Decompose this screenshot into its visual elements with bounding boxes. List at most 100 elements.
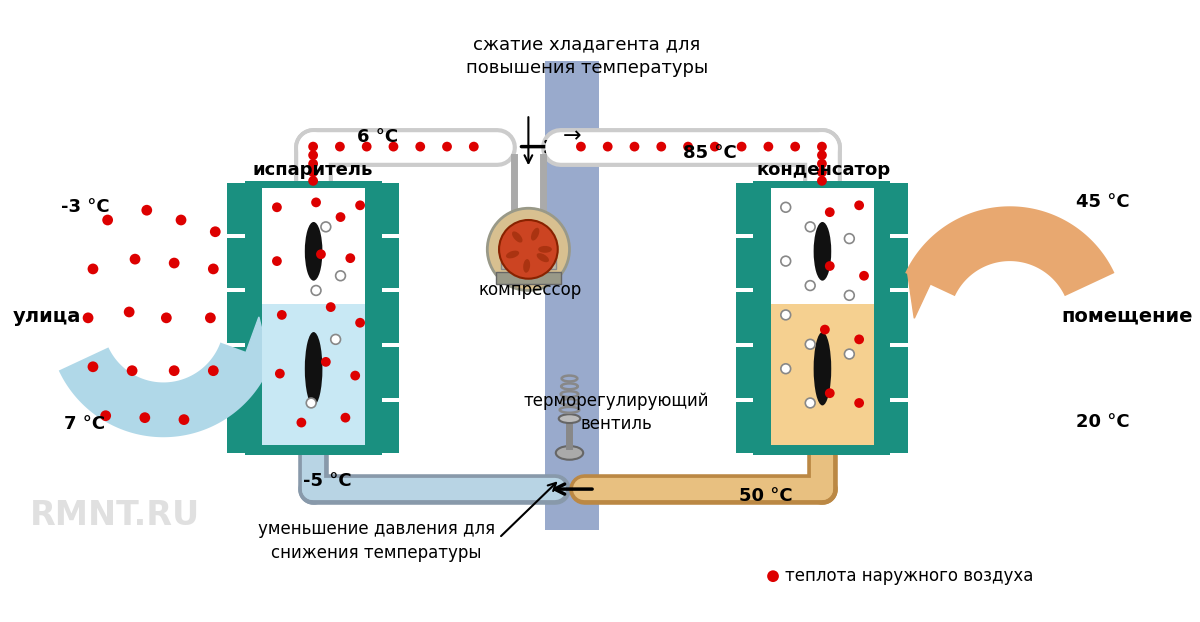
Circle shape <box>824 261 835 271</box>
Circle shape <box>820 325 829 335</box>
Circle shape <box>139 412 150 423</box>
Circle shape <box>805 222 815 232</box>
Bar <box>736 238 754 289</box>
Circle shape <box>415 142 425 152</box>
Ellipse shape <box>305 222 323 281</box>
Circle shape <box>854 200 864 210</box>
Circle shape <box>683 142 692 152</box>
Circle shape <box>341 413 350 422</box>
Circle shape <box>817 151 827 160</box>
Bar <box>890 238 908 289</box>
Circle shape <box>88 361 98 372</box>
Text: -5 °C: -5 °C <box>304 472 352 490</box>
Circle shape <box>355 200 365 210</box>
Circle shape <box>791 142 800 152</box>
Text: улица: улица <box>13 307 82 326</box>
Circle shape <box>336 271 346 281</box>
Circle shape <box>845 290 854 300</box>
Ellipse shape <box>305 332 323 406</box>
Ellipse shape <box>536 253 548 262</box>
Bar <box>245 181 382 455</box>
Bar <box>382 238 400 289</box>
Bar <box>263 188 365 445</box>
Circle shape <box>824 388 835 398</box>
Circle shape <box>656 142 666 152</box>
Circle shape <box>817 142 827 152</box>
Circle shape <box>630 142 640 152</box>
Bar <box>736 402 754 453</box>
Bar <box>263 304 365 445</box>
Text: испаритель: испаритель <box>253 161 373 179</box>
Circle shape <box>781 310 791 320</box>
Text: 85 °C: 85 °C <box>683 144 737 162</box>
Bar <box>890 402 908 453</box>
Circle shape <box>127 365 138 376</box>
Circle shape <box>102 215 113 225</box>
Circle shape <box>355 318 365 328</box>
Circle shape <box>272 202 282 212</box>
Text: помещение: помещение <box>1062 307 1193 326</box>
Polygon shape <box>59 343 272 437</box>
Text: теплота наружного воздуха: теплота наружного воздуха <box>785 567 1033 585</box>
Circle shape <box>169 258 180 269</box>
Circle shape <box>320 357 331 367</box>
Text: 6 °C: 6 °C <box>358 128 398 146</box>
Circle shape <box>161 312 172 323</box>
Text: RMNT.RU: RMNT.RU <box>30 499 200 532</box>
Bar <box>500 255 556 269</box>
Circle shape <box>469 142 479 152</box>
Circle shape <box>277 310 287 320</box>
Circle shape <box>346 253 355 263</box>
Circle shape <box>308 159 318 169</box>
Polygon shape <box>908 251 946 318</box>
Circle shape <box>179 414 190 425</box>
Circle shape <box>306 398 316 408</box>
Bar <box>736 347 754 398</box>
Circle shape <box>326 302 336 312</box>
Polygon shape <box>234 317 269 387</box>
Circle shape <box>311 198 320 207</box>
Circle shape <box>602 142 612 152</box>
Circle shape <box>767 570 779 582</box>
Bar <box>382 183 400 234</box>
Circle shape <box>124 307 134 317</box>
Text: 20 °C: 20 °C <box>1076 414 1130 432</box>
Text: -3 °C: -3 °C <box>61 198 109 216</box>
Circle shape <box>101 411 112 421</box>
Circle shape <box>208 365 218 376</box>
Ellipse shape <box>538 246 552 253</box>
Text: терморегулирующий
вентиль: терморегулирующий вентиль <box>523 392 709 434</box>
Ellipse shape <box>556 446 583 460</box>
Circle shape <box>210 226 221 237</box>
Circle shape <box>142 205 152 216</box>
Ellipse shape <box>523 259 530 272</box>
Circle shape <box>88 264 98 274</box>
Circle shape <box>737 142 746 152</box>
Circle shape <box>845 234 854 243</box>
Bar <box>890 347 908 398</box>
Circle shape <box>311 285 320 295</box>
Ellipse shape <box>814 222 832 281</box>
Text: компрессор: компрессор <box>479 281 582 299</box>
Text: 50 °C: 50 °C <box>739 487 792 505</box>
Bar <box>227 402 245 453</box>
Circle shape <box>83 312 94 323</box>
Circle shape <box>335 142 344 152</box>
Text: уменьшение давления для
снижения температуры: уменьшение давления для снижения темпера… <box>258 520 496 562</box>
Bar <box>736 292 754 343</box>
Text: 45 °C: 45 °C <box>1076 193 1130 211</box>
Polygon shape <box>905 207 1115 296</box>
Bar <box>545 60 599 530</box>
Circle shape <box>499 220 558 279</box>
Circle shape <box>308 167 318 177</box>
Text: →: → <box>563 126 581 146</box>
Bar <box>227 292 245 343</box>
Text: 7 °C: 7 °C <box>64 415 104 434</box>
Bar <box>227 238 245 289</box>
Circle shape <box>275 369 284 379</box>
Circle shape <box>805 340 815 349</box>
Circle shape <box>336 212 346 222</box>
Circle shape <box>781 202 791 212</box>
Bar <box>227 183 245 234</box>
Circle shape <box>272 256 282 266</box>
